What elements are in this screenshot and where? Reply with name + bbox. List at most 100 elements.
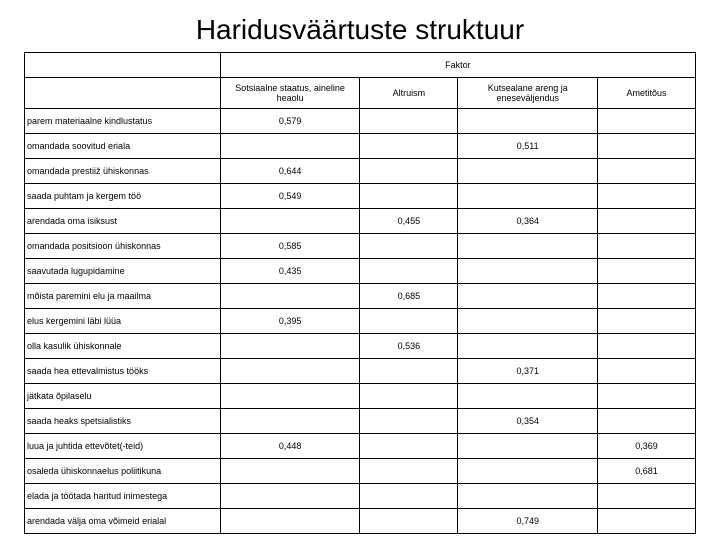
row-label: arendada välja oma võimeid erialal xyxy=(25,509,221,534)
table-row: mõista paremini elu ja maailma 0,685 xyxy=(25,284,696,309)
cell-value xyxy=(598,359,696,384)
cell-value xyxy=(598,184,696,209)
cell-value xyxy=(220,134,360,159)
cell-value xyxy=(458,234,598,259)
cell-value xyxy=(598,109,696,134)
cell-value: 0,371 xyxy=(458,359,598,384)
row-label: luua ja juhtida ettevõtet(-teid) xyxy=(25,434,221,459)
cell-value xyxy=(360,359,458,384)
header-span: Faktor xyxy=(220,53,695,78)
row-label: elus kergemini läbi lüüa xyxy=(25,309,221,334)
cell-value xyxy=(220,409,360,434)
table-row: saada puhtam ja kergem töö0,549 xyxy=(25,184,696,209)
table-row: elada ja töötada haritud inimestega xyxy=(25,484,696,509)
header-empty-left xyxy=(25,78,221,109)
cell-value xyxy=(220,384,360,409)
row-label: jätkata õpilaselu xyxy=(25,384,221,409)
cell-value: 0,685 xyxy=(360,284,458,309)
header-empty-top xyxy=(25,53,221,78)
cell-value xyxy=(220,209,360,234)
factor-table: Faktor Sotsiaalne staatus, aineline heao… xyxy=(24,52,696,534)
cell-value xyxy=(598,234,696,259)
cell-value xyxy=(598,259,696,284)
cell-value xyxy=(458,384,598,409)
table-row: olla kasulik ühiskonnale 0,536 xyxy=(25,334,696,359)
cell-value xyxy=(458,309,598,334)
col-1: Altruism xyxy=(360,78,458,109)
cell-value: 0,364 xyxy=(458,209,598,234)
row-label: omandada soovitud eriala xyxy=(25,134,221,159)
table-row: omandada positsioon ühiskonnas0,585 xyxy=(25,234,696,259)
cell-value: 0,369 xyxy=(598,434,696,459)
cell-value: 0,644 xyxy=(220,159,360,184)
row-label: omandada prestiiž ühiskonnas xyxy=(25,159,221,184)
col-2: Kutsealane areng ja eneseväljendus xyxy=(458,78,598,109)
cell-value: 0,536 xyxy=(360,334,458,359)
cell-value xyxy=(458,259,598,284)
cell-value xyxy=(360,434,458,459)
cell-value xyxy=(598,159,696,184)
cell-value: 0,681 xyxy=(598,459,696,484)
cell-value xyxy=(598,209,696,234)
cell-value xyxy=(458,334,598,359)
table-row: luua ja juhtida ettevõtet(-teid)0,448 0,3… xyxy=(25,434,696,459)
row-label: osaleda ühiskonnaelus poliitikuna xyxy=(25,459,221,484)
cell-value: 0,511 xyxy=(458,134,598,159)
cell-value: 0,448 xyxy=(220,434,360,459)
cell-value xyxy=(598,509,696,534)
cell-value: 0,455 xyxy=(360,209,458,234)
row-label: saada hea ettevalmistus tööks xyxy=(25,359,221,384)
cell-value xyxy=(458,484,598,509)
cell-value xyxy=(360,384,458,409)
row-label: saavutada lugupidamine xyxy=(25,259,221,284)
table-row: arendada oma isiksust 0,4550,364 xyxy=(25,209,696,234)
table-row: osaleda ühiskonnaelus poliitikuna 0,681 xyxy=(25,459,696,484)
cell-value xyxy=(598,134,696,159)
cell-value xyxy=(220,359,360,384)
cell-value xyxy=(360,409,458,434)
cell-value xyxy=(458,159,598,184)
cell-value xyxy=(220,459,360,484)
cell-value: 0,435 xyxy=(220,259,360,284)
cell-value xyxy=(598,384,696,409)
table-row: elus kergemini läbi lüüa0,395 xyxy=(25,309,696,334)
row-label: olla kasulik ühiskonnale xyxy=(25,334,221,359)
cell-value: 0,549 xyxy=(220,184,360,209)
cell-value: 0,395 xyxy=(220,309,360,334)
cell-value xyxy=(458,284,598,309)
table-row: omandada prestiiž ühiskonnas0,644 xyxy=(25,159,696,184)
col-0: Sotsiaalne staatus, aineline heaolu xyxy=(220,78,360,109)
cell-value xyxy=(360,184,458,209)
cell-value xyxy=(360,459,458,484)
cell-value xyxy=(220,334,360,359)
row-label: mõista paremini elu ja maailma xyxy=(25,284,221,309)
cell-value: 0,579 xyxy=(220,109,360,134)
cell-value xyxy=(360,309,458,334)
cell-value xyxy=(458,459,598,484)
row-label: elada ja töötada haritud inimestega xyxy=(25,484,221,509)
cell-value xyxy=(598,334,696,359)
cell-value xyxy=(220,284,360,309)
table-row: omandada soovitud eriala 0,511 xyxy=(25,134,696,159)
cell-value xyxy=(458,109,598,134)
row-label: omandada positsioon ühiskonnas xyxy=(25,234,221,259)
cell-value xyxy=(360,109,458,134)
cell-value xyxy=(458,184,598,209)
cell-value xyxy=(220,509,360,534)
table-container: Faktor Sotsiaalne staatus, aineline heao… xyxy=(0,52,720,534)
row-label: saada puhtam ja kergem töö xyxy=(25,184,221,209)
col-3: Ametitõus xyxy=(598,78,696,109)
cell-value xyxy=(360,134,458,159)
cell-value xyxy=(360,509,458,534)
cell-value xyxy=(598,409,696,434)
table-row: saavutada lugupidamine0,435 xyxy=(25,259,696,284)
page-title: Haridusväärtuste struktuur xyxy=(0,0,720,52)
table-row: jätkata õpilaselu xyxy=(25,384,696,409)
table-row: parem materiaalne kindlustatus0,579 xyxy=(25,109,696,134)
row-label: arendada oma isiksust xyxy=(25,209,221,234)
table-row: arendada välja oma võimeid erialal0,749 xyxy=(25,509,696,534)
cell-value xyxy=(220,484,360,509)
cell-value: 0,354 xyxy=(458,409,598,434)
cell-value xyxy=(598,284,696,309)
cell-value xyxy=(598,484,696,509)
